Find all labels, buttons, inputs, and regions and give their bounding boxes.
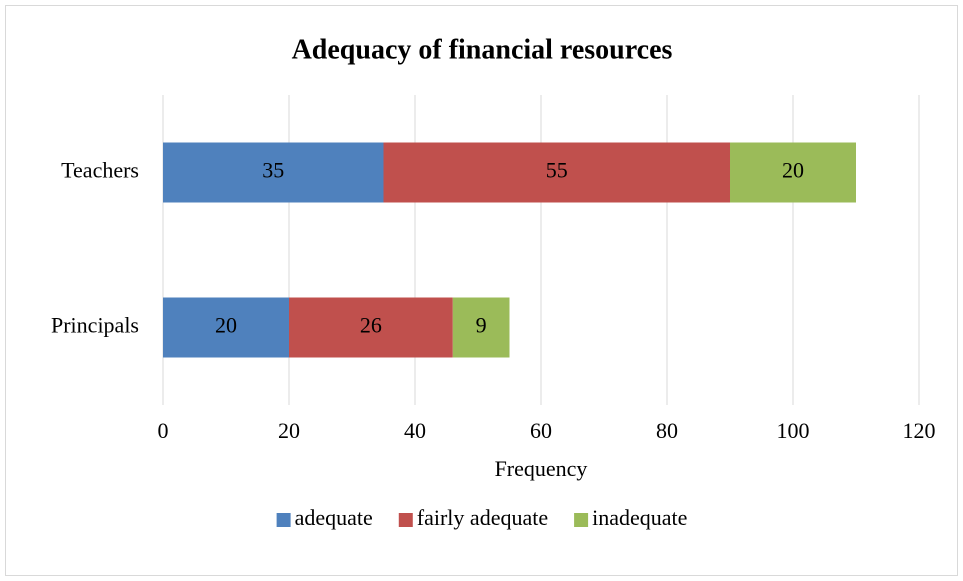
legend-label: fairly adequate	[417, 505, 548, 530]
data-label: 9	[476, 313, 487, 338]
x-tick-label: 120	[903, 418, 936, 443]
bar	[163, 142, 384, 203]
legend-swatch	[398, 513, 413, 527]
data-label: 55	[546, 158, 568, 183]
legend-label: adequate	[295, 505, 373, 530]
x-tick-label: 40	[404, 418, 426, 443]
data-label: 35	[262, 158, 284, 183]
bar	[452, 297, 510, 358]
x-tick-label: 20	[278, 418, 300, 443]
x-tick-label: 80	[656, 418, 678, 443]
chart-border	[5, 5, 958, 576]
x-axis-label: Frequency	[495, 456, 588, 481]
bar	[163, 297, 289, 358]
bar	[383, 142, 730, 203]
bar	[730, 142, 856, 203]
x-tick-label: 60	[530, 418, 552, 443]
data-label: 20	[782, 158, 804, 183]
y-tick-label: Teachers	[61, 158, 139, 183]
data-label: 26	[360, 313, 382, 338]
legend-swatch	[574, 513, 589, 527]
y-tick-label: Principals	[51, 313, 139, 338]
legend-swatch	[276, 513, 291, 527]
bar	[289, 297, 453, 358]
x-tick-label: 0	[158, 418, 169, 443]
data-label: 20	[215, 313, 237, 338]
chart-title: Adequacy of financial resources	[292, 34, 673, 65]
legend-label: inadequate	[592, 505, 687, 530]
x-tick-label: 100	[777, 418, 810, 443]
